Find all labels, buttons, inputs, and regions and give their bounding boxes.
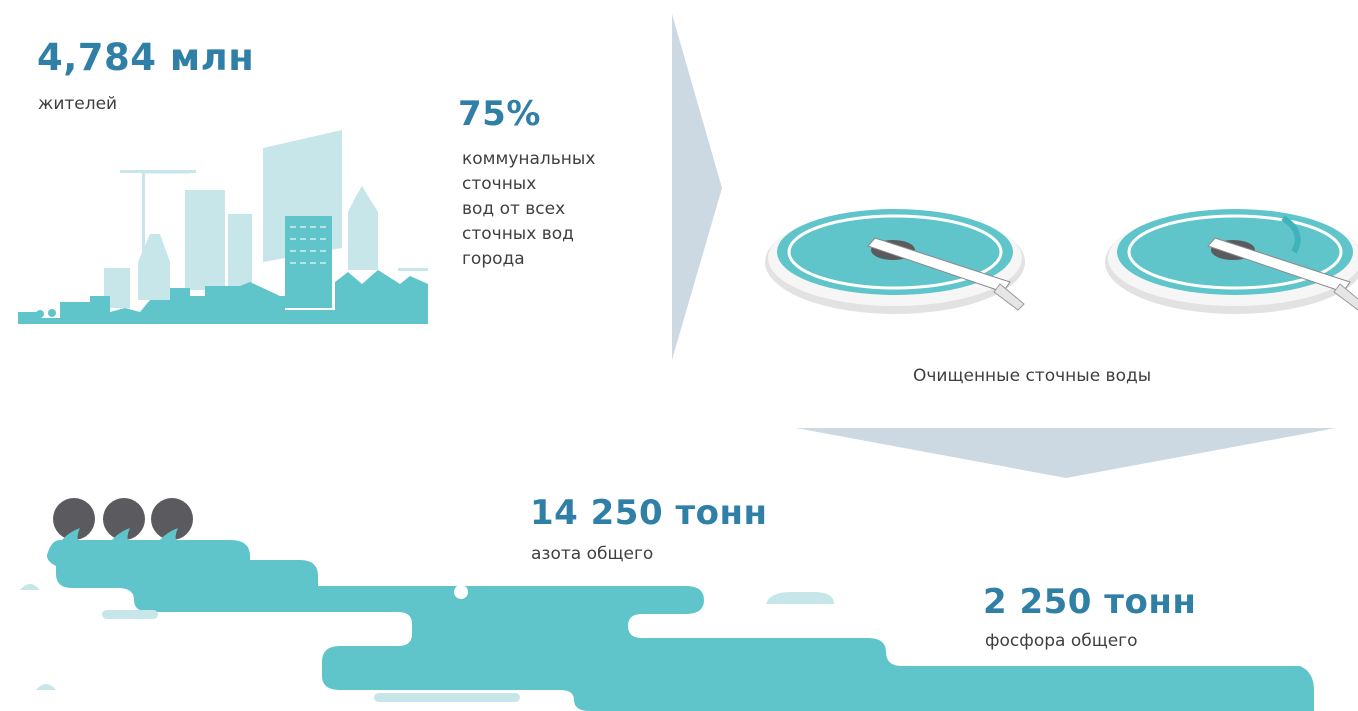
treatment-tank-icon bbox=[1105, 209, 1358, 314]
share-value: 75% bbox=[458, 94, 541, 134]
population-value: 4,784 млн bbox=[37, 36, 255, 79]
share-label-line: вод от всех bbox=[462, 199, 566, 219]
nitrogen-label: азота общего bbox=[531, 544, 654, 564]
phosphorus-label: фосфора общего bbox=[985, 631, 1138, 651]
population-label: жителей bbox=[38, 94, 118, 114]
phosphorus-value: 2 250 тонн bbox=[983, 582, 1197, 622]
share-label-line: сточных вод bbox=[462, 224, 574, 244]
city-skyline-icon bbox=[18, 130, 428, 324]
pipe-outlet-icon bbox=[52, 498, 193, 560]
treated-water-label: Очищенные сточные воды bbox=[913, 366, 1152, 386]
share-label-line: города bbox=[462, 249, 525, 269]
flow-arrow-icon bbox=[796, 428, 1336, 478]
share-label-line: коммунальных bbox=[462, 149, 596, 169]
share-label: коммунальных сточных вод от всех сточных… bbox=[462, 147, 595, 272]
share-label-line: сточных bbox=[462, 174, 537, 194]
treatment-tank-icon bbox=[765, 209, 1025, 314]
nitrogen-value: 14 250 тонн bbox=[530, 493, 768, 533]
water-stream-icon bbox=[20, 540, 1314, 711]
flow-arrow-icon bbox=[672, 14, 722, 360]
